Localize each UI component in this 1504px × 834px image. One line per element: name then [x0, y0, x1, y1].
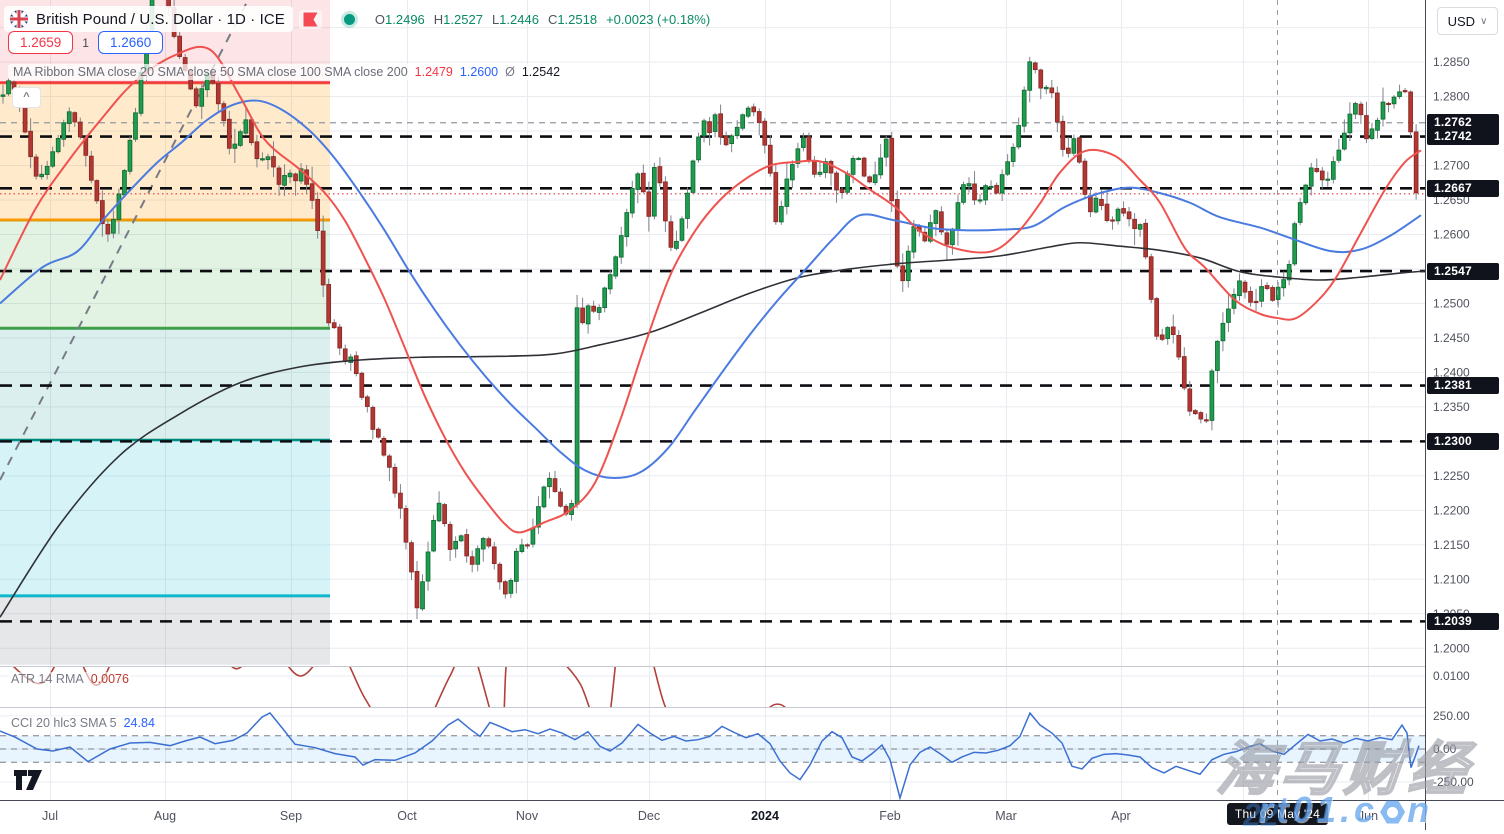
bar-countdown: 1 — [82, 35, 89, 50]
chevron-down-icon: ∨ — [1480, 15, 1488, 27]
zone-orange — [0, 82, 330, 220]
svg-text:Jul: Jul — [42, 809, 58, 823]
ma-ribbon-avg-value: 1.2542 — [521, 65, 561, 79]
ohlc-readout: O1.2496 H1.2527 L1.2446 C1.2518 +0.0023 … — [375, 12, 710, 27]
symbol-title: British Pound / U.S. Dollar · 1D · ICE — [36, 10, 285, 28]
svg-text:1.2000: 1.2000 — [1433, 641, 1470, 655]
price-level-label: 1.2667 — [1427, 179, 1499, 197]
bid-ask-row: 1.2659 1 1.2660 — [8, 31, 164, 54]
svg-text:0.00: 0.00 — [1433, 742, 1457, 756]
sma-200-line — [0, 241, 1425, 618]
svg-text:Jun: Jun — [1358, 809, 1378, 823]
atr-legend[interactable]: ATR 14 RMA 0.0076 — [8, 672, 132, 686]
ohlc-close-label: C — [547, 11, 558, 27]
ohlc-open-value: 1.2496 — [385, 11, 425, 27]
svg-text:-250.00: -250.00 — [1433, 775, 1474, 789]
cci-legend[interactable]: CCI 20 hlc3 SMA 5 24.84 — [8, 716, 158, 730]
level-lines-layer — [0, 122, 1425, 623]
svg-text:2024: 2024 — [751, 809, 779, 823]
ohlc-open-label: O — [374, 11, 386, 27]
price-level-label: 1.2742 — [1427, 128, 1499, 146]
ma-ribbon-avg-label: Ø — [505, 65, 515, 79]
price-tick-labels: 1.28501.28001.27001.26501.26001.25001.24… — [42, 55, 1474, 823]
svg-text:Feb: Feb — [879, 809, 901, 823]
svg-text:Sep: Sep — [280, 809, 302, 823]
tradingview-logo[interactable] — [14, 768, 48, 797]
flag-button[interactable] — [298, 9, 322, 29]
svg-text:Nov: Nov — [516, 809, 539, 823]
svg-text:1.2100: 1.2100 — [1433, 572, 1470, 586]
atr-label: ATR 14 RMA — [11, 672, 84, 686]
svg-text:1.2600: 1.2600 — [1433, 227, 1470, 241]
svg-text:1.2350: 1.2350 — [1433, 400, 1470, 414]
svg-text:Dec: Dec — [638, 809, 660, 823]
crosshair-date-label: Thu 09 May '24 — [1227, 803, 1328, 825]
flag-icon — [303, 12, 318, 26]
svg-text:Oct: Oct — [397, 809, 417, 823]
svg-text:1.2850: 1.2850 — [1433, 55, 1470, 69]
ma-ribbon-value-1: 1.2479 — [414, 65, 453, 79]
ma-lines-layer — [0, 45, 1425, 618]
ma-ribbon-legend[interactable]: MA Ribbon SMA close 20 SMA close 50 SMA … — [8, 64, 566, 80]
svg-text:Mar: Mar — [995, 809, 1017, 823]
ohlc-high-label: H — [433, 11, 444, 27]
currency-label: USD — [1447, 13, 1476, 29]
market-status-icon[interactable] — [343, 13, 355, 25]
ohlc-close-value: 1.2518 — [557, 11, 598, 27]
svg-text:Apr: Apr — [1111, 809, 1130, 823]
ma-ribbon-label: MA Ribbon SMA close 20 SMA close 50 SMA … — [13, 65, 408, 79]
cci-label: CCI 20 hlc3 SMA 5 — [11, 716, 117, 730]
price-level-label: 1.2762 — [1427, 114, 1499, 132]
svg-text:1.2150: 1.2150 — [1433, 538, 1470, 552]
svg-text:1.2800: 1.2800 — [1433, 90, 1470, 104]
buy-button[interactable]: 1.2660 — [97, 31, 164, 54]
svg-text:1.2450: 1.2450 — [1433, 331, 1470, 345]
pivot-zones-layer — [0, 0, 330, 665]
price-level-label: 1.2039 — [1427, 612, 1499, 630]
ohlc-low-label: L — [491, 11, 500, 27]
sma-50-line — [0, 99, 1422, 479]
zone-green — [0, 220, 330, 329]
chart-legend: British Pound / U.S. Dollar · 1D · ICE O… — [4, 6, 710, 32]
zone-cyan — [0, 440, 330, 596]
price-level-label: 1.2381 — [1427, 377, 1499, 395]
sell-button[interactable]: 1.2659 — [8, 31, 74, 54]
ohlc-high-value: 1.2527 — [443, 11, 483, 27]
svg-text:Aug: Aug — [154, 809, 176, 823]
svg-text:1.2500: 1.2500 — [1433, 296, 1470, 310]
svg-text:1.2200: 1.2200 — [1433, 503, 1470, 517]
cci-pane — [0, 711, 1425, 800]
zone-teal — [0, 328, 330, 440]
ohlc-low-value: 1.2446 — [499, 11, 539, 27]
svg-text:0.0100: 0.0100 — [1433, 669, 1470, 683]
ma-ribbon-value-2: 1.2600 — [459, 65, 499, 79]
cci-line — [0, 711, 1420, 800]
symbol-title-button[interactable]: British Pound / U.S. Dollar · 1D · ICE — [4, 6, 293, 32]
collapse-indicator-button[interactable]: ^ — [12, 87, 41, 108]
gbpusd-pair-icon — [10, 10, 28, 28]
atr-value: 0.0076 — [90, 672, 129, 686]
svg-text:250.00: 250.00 — [1433, 709, 1470, 723]
svg-text:1.2400: 1.2400 — [1433, 365, 1470, 379]
currency-selector[interactable]: USD ∨ — [1437, 7, 1498, 35]
svg-text:1.2700: 1.2700 — [1433, 159, 1470, 173]
price-level-label: 1.2300 — [1427, 432, 1499, 450]
ohlc-change: +0.0023 (+0.18%) — [606, 11, 711, 27]
zone-gray — [0, 595, 330, 665]
cci-value: 24.84 — [123, 716, 155, 730]
svg-text:1.2250: 1.2250 — [1433, 469, 1470, 483]
sma-20-line — [0, 45, 1422, 534]
price-level-label: 1.2547 — [1427, 262, 1499, 280]
